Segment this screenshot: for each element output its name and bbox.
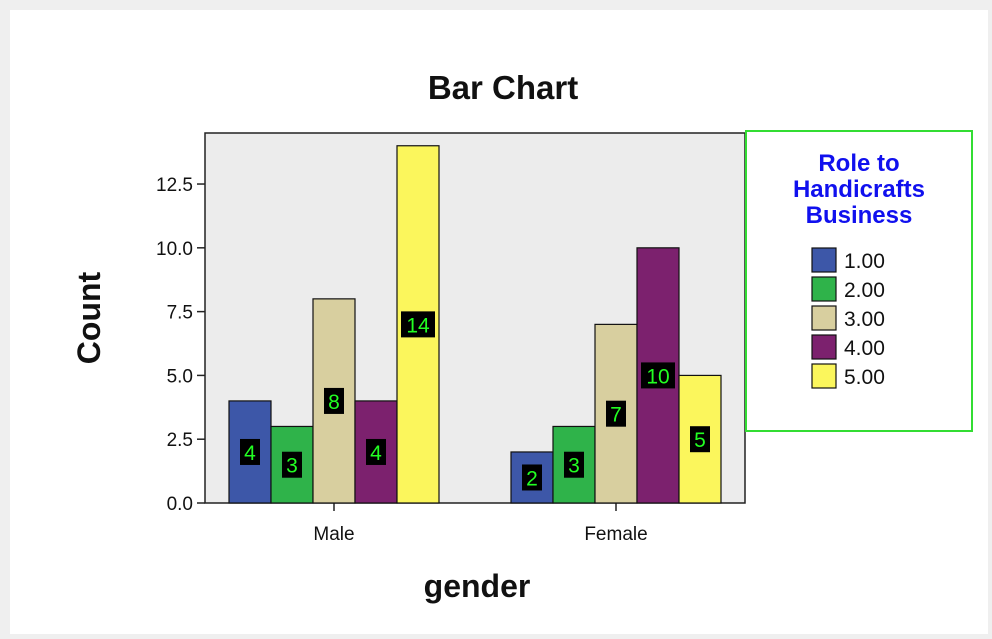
data-label-background [564, 451, 584, 478]
data-label-background [324, 387, 344, 414]
legend-label: 4.00 [844, 337, 885, 360]
legend: Role to Handicrafts Business 1.00 2.00 3.0… [745, 130, 973, 432]
data-label: 14 [406, 314, 430, 337]
data-label-background [690, 426, 710, 453]
data-label-background [366, 438, 386, 465]
data-label-background [282, 451, 302, 478]
legend-label: 2.00 [844, 279, 885, 302]
data-label: 2 [526, 467, 538, 490]
bars: 4 3 8 4 14 2 3 7 10 5 [228, 145, 722, 504]
legend-swatch [811, 276, 837, 302]
data-label-background [606, 400, 626, 427]
legend-swatch [811, 305, 837, 331]
y-tick-label: 2.5 [167, 430, 193, 451]
y-tick-label: 12.5 [156, 175, 193, 196]
y-axis-title: Count [71, 271, 107, 364]
data-label: 10 [646, 365, 669, 388]
legend-label: 1.00 [844, 250, 885, 273]
legend-swatch [811, 247, 837, 273]
x-axis-title: gender [424, 568, 531, 604]
x-tick-label: Male [313, 524, 354, 545]
data-label: 5 [694, 429, 706, 452]
legend-title-line-2: Handicrafts [793, 176, 925, 203]
legend-items: 1.00 2.00 3.00 4.00 5.00 [811, 247, 885, 389]
data-label-background [240, 438, 260, 465]
x-tick-label: Female [584, 524, 647, 545]
x-axis: Male Female [313, 503, 648, 545]
data-label: 3 [286, 455, 298, 478]
y-axis: 0.0 2.5 5.0 7.5 10.0 12.5 [156, 175, 205, 515]
data-label: 8 [328, 391, 340, 414]
legend-swatch [811, 334, 837, 360]
legend-swatch [811, 363, 837, 389]
chart-title: Bar Chart [428, 69, 578, 106]
y-tick-label: 0.0 [167, 494, 193, 515]
y-tick-label: 5.0 [167, 366, 193, 387]
y-tick-label: 10.0 [156, 239, 193, 260]
legend-label: 3.00 [844, 308, 885, 331]
data-label: 4 [370, 442, 382, 465]
legend-box [745, 130, 973, 432]
y-tick-label: 7.5 [167, 303, 193, 324]
data-label: 7 [610, 404, 622, 427]
data-label-background [641, 362, 675, 389]
data-label-background [401, 311, 435, 338]
legend-title-line-3: Business [806, 202, 913, 229]
data-label-background [522, 464, 542, 491]
legend-title-line-1: Role to [818, 150, 899, 177]
legend-label: 5.00 [844, 366, 885, 389]
data-label: 3 [568, 455, 580, 478]
data-label: 4 [244, 442, 256, 465]
